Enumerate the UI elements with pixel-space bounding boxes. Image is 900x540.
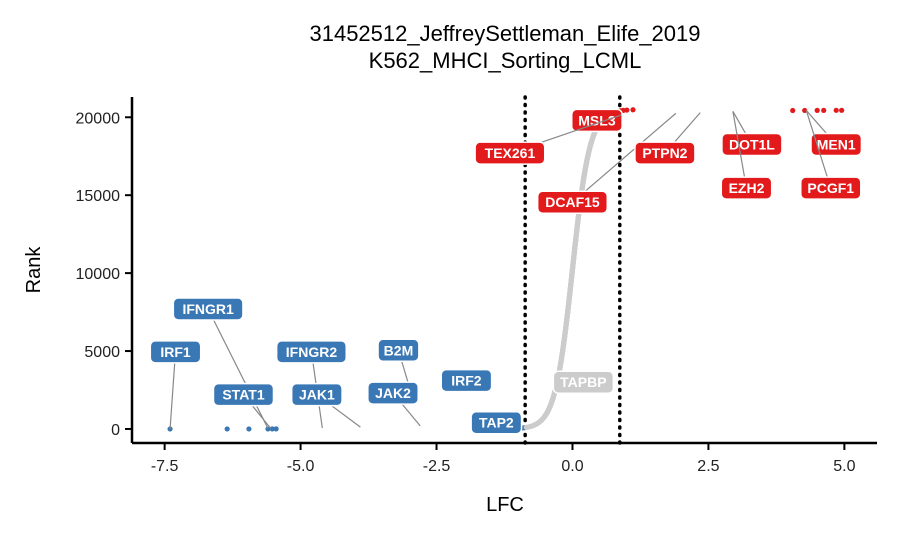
gene-point <box>833 107 839 113</box>
gene-point <box>630 107 636 113</box>
gene-point <box>224 426 230 432</box>
x-tick-label: -2.5 <box>423 458 451 475</box>
gene-label-box <box>810 132 863 157</box>
x-tick-label: -5.0 <box>287 458 315 475</box>
gene-label-box <box>470 410 523 435</box>
label-leader-line <box>732 111 748 189</box>
chart-subtitle: K562_MHCI_Sorting_LCML <box>369 48 642 73</box>
gene-label-box <box>570 108 623 133</box>
y-axis-title: Rank <box>23 246 45 294</box>
gene-label-jak2: JAK2 <box>375 385 411 401</box>
gene-point <box>821 107 827 113</box>
y-tick-label: 5000 <box>84 344 120 361</box>
gene-label-ifngr2: IFNGR2 <box>286 344 338 360</box>
y-tick-label: 0 <box>111 422 120 439</box>
gene-label-box <box>212 382 275 407</box>
gene-label-dot1l: DOT1L <box>729 137 775 153</box>
gene-label-ifngr1: IFNGR1 <box>182 301 234 317</box>
gene-point <box>839 107 845 113</box>
gene-label-box <box>377 338 420 363</box>
gene-point <box>814 107 820 113</box>
gene-point <box>265 426 271 432</box>
label-leader-line <box>572 112 677 203</box>
gene-label-ptpn2: PTPN2 <box>642 145 687 161</box>
gene-label-box <box>367 381 419 405</box>
gene-point <box>246 426 252 432</box>
gene-label-box <box>474 141 546 165</box>
gene-label-box <box>536 190 609 214</box>
gene-label-box <box>721 132 783 157</box>
y-tick-label: 10000 <box>76 266 121 283</box>
gene-label-box <box>149 340 202 364</box>
gene-label-stat1: STAT1 <box>222 387 264 403</box>
gene-label-box <box>172 297 244 321</box>
gene-label-msl3: MSL3 <box>578 112 616 128</box>
gene-label-box <box>275 340 348 364</box>
gene-label-pcgf1: PCGF1 <box>807 180 854 196</box>
gene-label-jak1: JAK1 <box>299 387 335 403</box>
gene-label-box <box>290 382 343 407</box>
y-tick-label: 15000 <box>76 188 121 205</box>
gene-point <box>802 107 808 114</box>
gene-label-ezh2: EZH2 <box>729 180 765 196</box>
gene-label-irf2: IRF2 <box>451 373 482 389</box>
label-leader-line <box>207 308 269 429</box>
label-leader-line <box>805 110 832 189</box>
gene-point <box>269 426 275 432</box>
x-tick-label: -7.5 <box>151 458 179 475</box>
gene-label-irf1: IRF1 <box>160 344 191 360</box>
gene-label-dcaf15: DCAF15 <box>545 194 600 210</box>
gene-label-box <box>634 141 696 165</box>
gene-point <box>790 107 796 114</box>
gene-label-box <box>440 368 493 393</box>
label-leader-line <box>169 351 177 430</box>
x-tick-label: 5.0 <box>833 458 855 475</box>
x-axis-title: LFC <box>486 494 524 516</box>
gene-label-men1: MEN1 <box>817 137 856 153</box>
x-tick-label: 0.0 <box>561 458 583 475</box>
gene-label-tex261: TEX261 <box>485 145 536 161</box>
gene-label-box <box>720 176 773 200</box>
gene-label-tap2: TAP2 <box>479 415 514 431</box>
gene-label-box <box>800 176 862 200</box>
plot-area: -7.5 -5.0 -2.5 0.0 2.5 5.0 0 5000 10000 15000 2000… <box>76 95 877 475</box>
gene-labels: IRF1 IFNGR1 STAT1 IFNGR2 JAK1 B2M JAK2 IRF2 TAP2… <box>149 108 863 435</box>
gene-label-box <box>552 370 615 394</box>
gene-point <box>273 426 279 432</box>
x-tick-label: 2.5 <box>697 458 719 475</box>
gene-label-b2m: B2M <box>384 342 414 358</box>
y-tick-label: 20000 <box>76 110 121 127</box>
gene-label-tapbp: TAPBP <box>560 374 606 390</box>
chart-title: 31452512_JeffreySettleman_Elife_2019 <box>309 21 700 46</box>
gene-point <box>624 107 630 113</box>
